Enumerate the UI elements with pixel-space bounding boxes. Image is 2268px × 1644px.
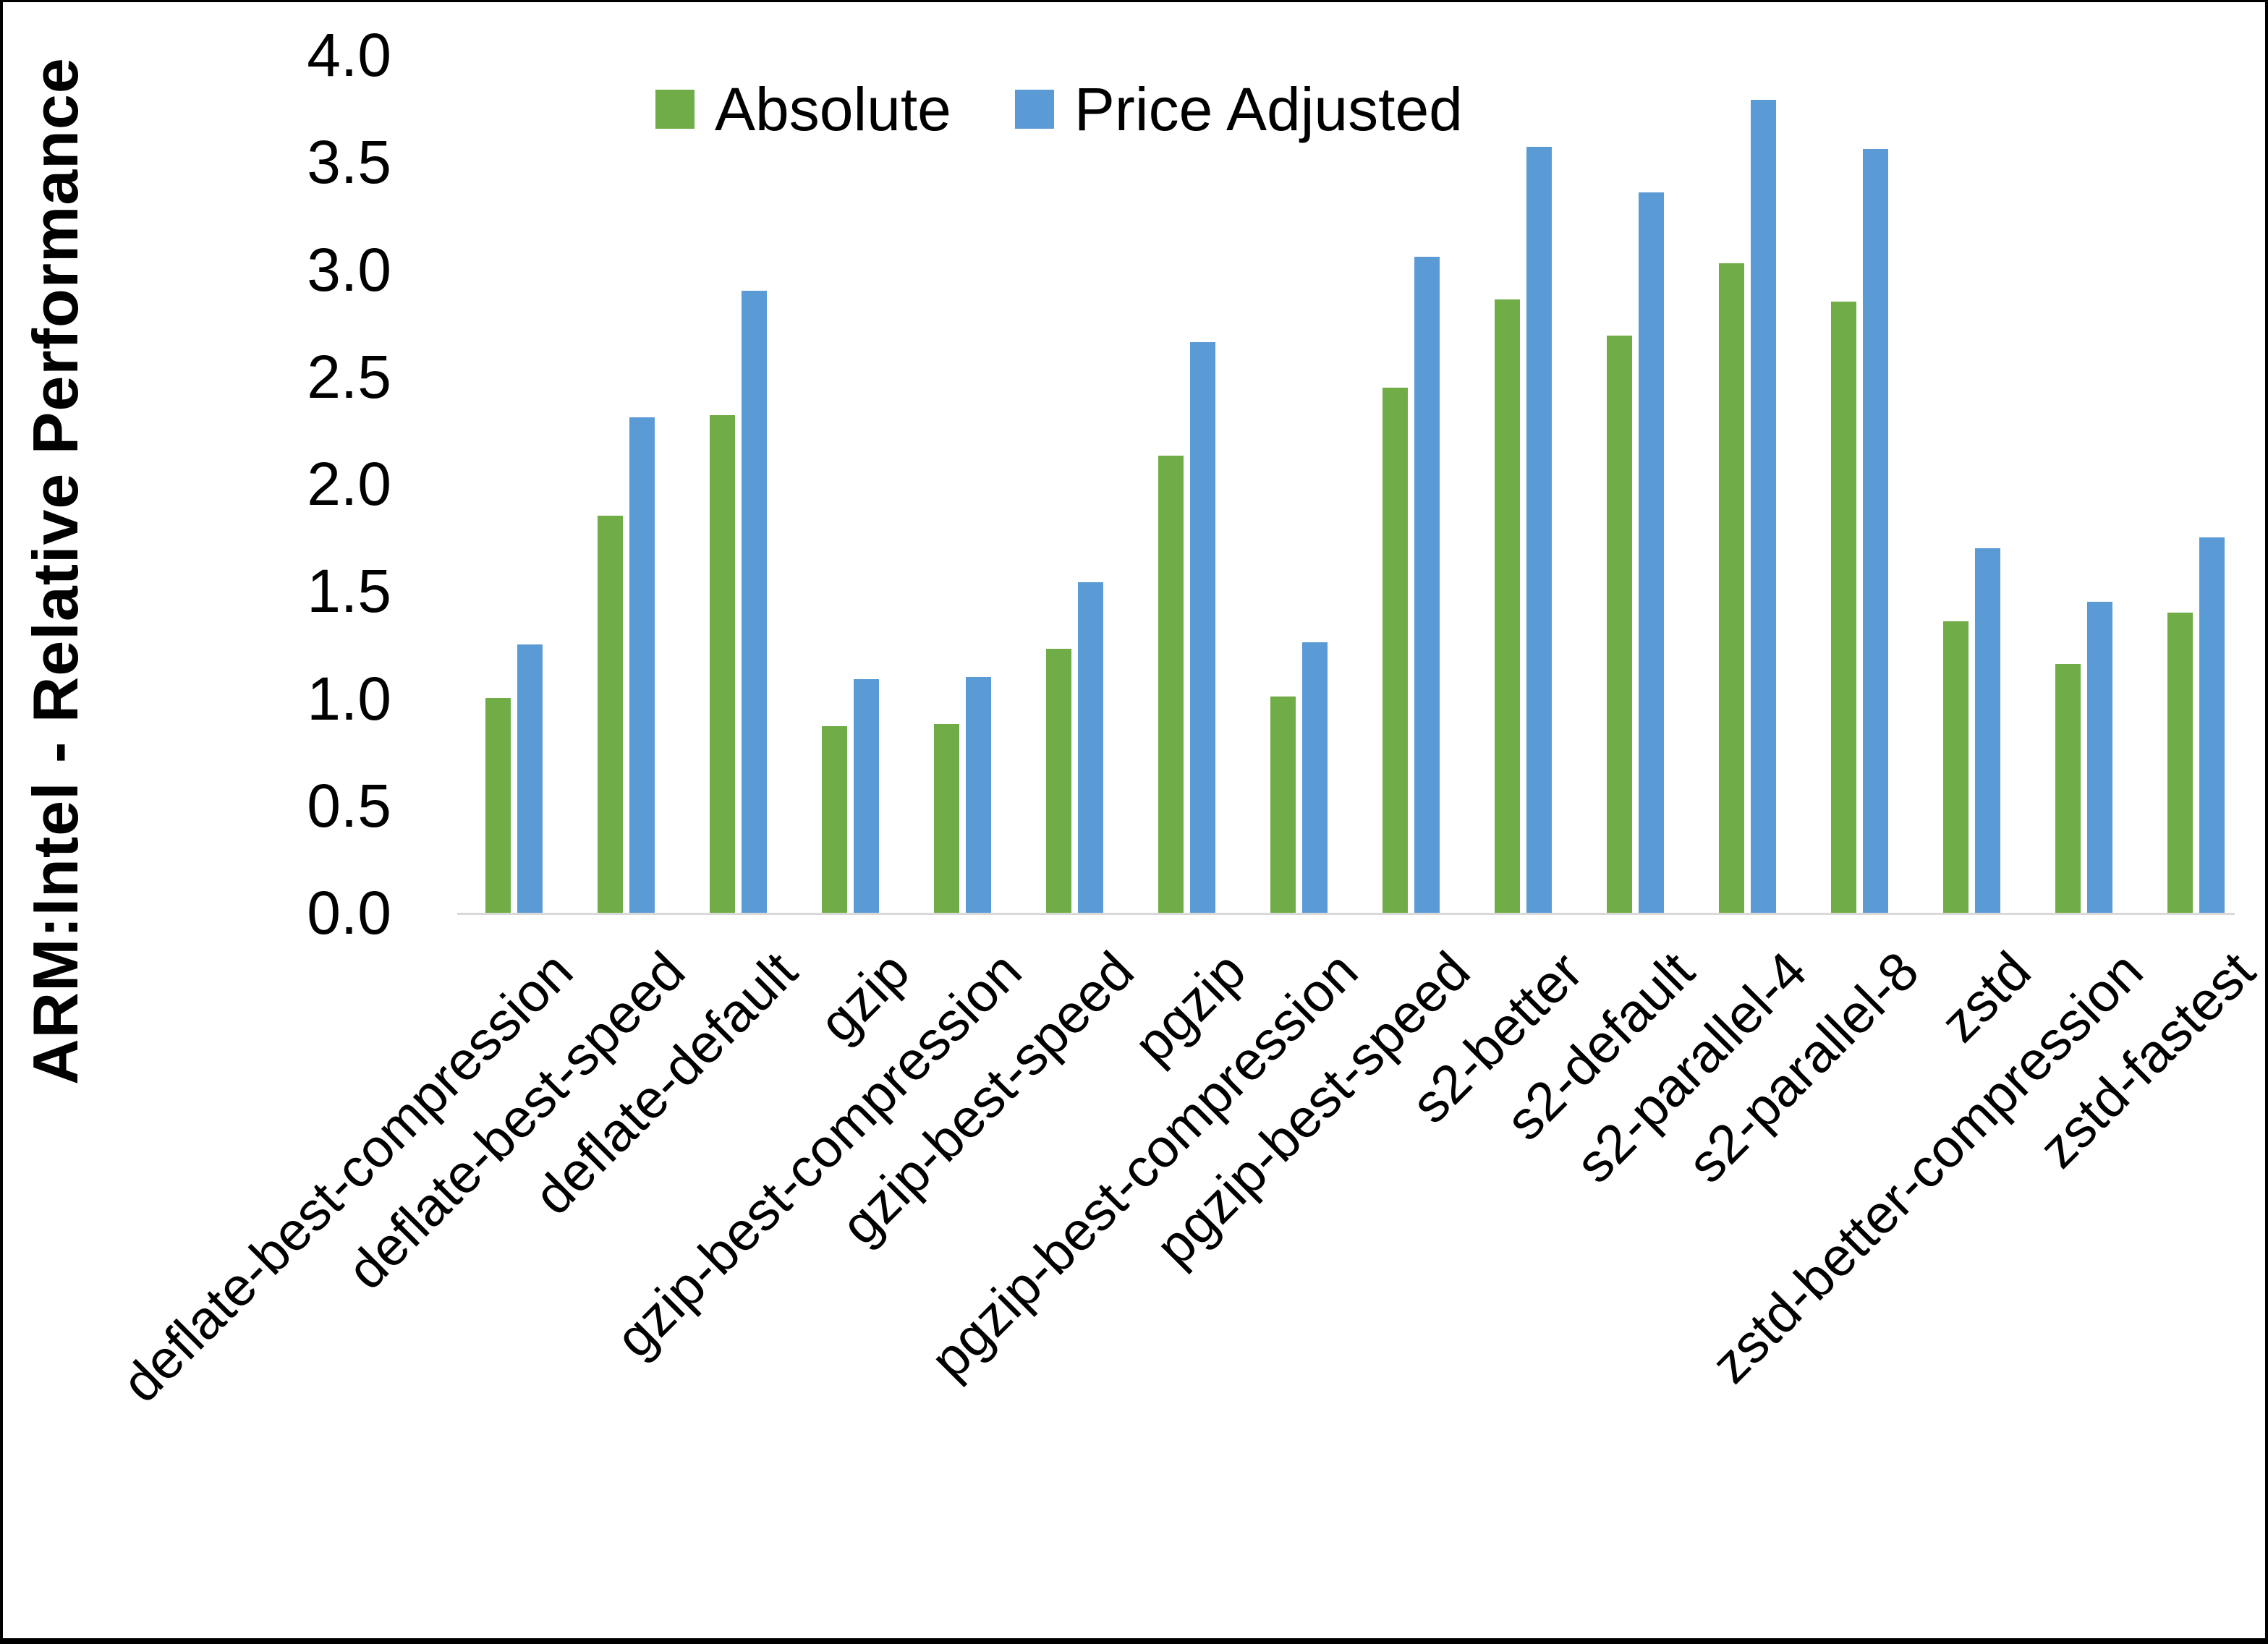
y-tick-label-3.5: 3.5 [307,128,391,197]
bar-absolute-s2-better [1495,299,1520,913]
bar-price-adjusted-gzip [854,679,879,913]
x-axis-line [457,913,2235,915]
y-tick-label-2.0: 2.0 [307,450,391,518]
bar-price-adjusted-s2-better [1526,147,1552,913]
y-tick-label-0.5: 0.5 [307,771,391,840]
legend-item-absolute: Absolute [655,79,951,140]
bar-price-adjusted-pgzip [1190,342,1215,913]
y-tick-label-1.0: 1.0 [307,664,391,733]
legend-label: Price Adjusted [1074,75,1463,143]
bar-price-adjusted-zstd-better-compression [2087,602,2112,913]
bar-absolute-pgzip-best-speed [1383,388,1408,913]
x-axis-label-deflate-best-compression: deflate-best-compression [110,940,585,1414]
plot-area [457,55,2235,913]
y-tick-label-0.0: 0.0 [307,879,391,947]
bar-absolute-pgzip-best-compression [1270,697,1296,913]
bar-absolute-zstd [1943,621,1968,913]
bar-price-adjusted-deflate-best-compression [517,644,543,913]
bar-price-adjusted-s2-parallel-8 [1863,149,1888,913]
bar-price-adjusted-zstd-fastest [2199,537,2225,913]
legend-label: Absolute [715,75,951,143]
legend-item-price-adjusted: Price Adjusted [1014,75,1463,143]
bar-price-adjusted-zstd [1975,548,2000,913]
bar-absolute-gzip [822,726,847,913]
bar-absolute-s2-parallel-8 [1831,302,1856,913]
y-tick-label-3.0: 3.0 [307,235,391,304]
bar-absolute-gzip-best-speed [1046,649,1071,913]
bar-price-adjusted-pgzip-best-compression [1302,642,1328,913]
green-square-icon [655,90,695,129]
bar-price-adjusted-pgzip-best-speed [1414,257,1440,913]
bar-absolute-s2-default [1607,336,1632,913]
y-tick-label-4.0: 4.0 [307,21,391,89]
bar-absolute-zstd-better-compression [2055,664,2081,913]
y-tick-label-2.5: 2.5 [307,342,391,411]
bar-absolute-deflate-best-compression [485,698,511,913]
bar-absolute-pgzip [1158,456,1184,913]
bar-absolute-zstd-fastest [2167,613,2193,913]
bar-price-adjusted-gzip-best-compression [966,677,991,913]
legend: Absolute Price Adjusted [655,79,1463,140]
bar-absolute-s2-parallel-4 [1719,263,1744,913]
bar-absolute-gzip-best-compression [934,724,959,913]
y-axis-title: ARM:Intel - Relative Performance [20,57,91,1085]
bar-price-adjusted-gzip-best-speed [1078,582,1103,913]
bar-price-adjusted-s2-parallel-4 [1751,100,1776,913]
bar-price-adjusted-s2-default [1639,192,1664,913]
bar-absolute-deflate-default [710,415,735,913]
bar-absolute-deflate-best-speed [598,516,623,913]
bar-price-adjusted-deflate-best-speed [629,417,655,913]
y-tick-label-1.5: 1.5 [307,557,391,626]
blue-square-icon [1014,90,1054,129]
bar-price-adjusted-deflate-default [742,291,767,913]
